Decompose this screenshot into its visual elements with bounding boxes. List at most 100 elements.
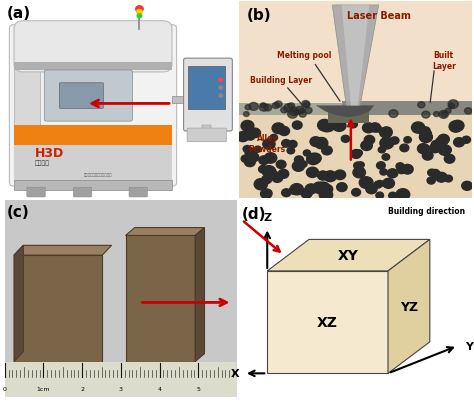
Polygon shape	[14, 246, 111, 255]
Circle shape	[376, 181, 383, 187]
Circle shape	[422, 112, 430, 119]
Circle shape	[243, 146, 251, 153]
Circle shape	[383, 179, 394, 189]
Circle shape	[448, 104, 455, 109]
Circle shape	[431, 141, 442, 150]
Text: (d): (d)	[242, 207, 266, 221]
Circle shape	[241, 156, 250, 163]
FancyBboxPatch shape	[44, 71, 132, 122]
Text: 广东汉邦激光科技有限公司: 广东汉邦激光科技有限公司	[83, 173, 112, 177]
Circle shape	[387, 169, 398, 178]
FancyBboxPatch shape	[5, 362, 237, 397]
Circle shape	[454, 138, 465, 148]
FancyBboxPatch shape	[129, 188, 147, 198]
FancyBboxPatch shape	[14, 181, 172, 190]
Circle shape	[400, 145, 409, 152]
Circle shape	[422, 152, 433, 161]
Text: Z: Z	[263, 212, 271, 222]
Circle shape	[429, 144, 440, 153]
Circle shape	[264, 153, 277, 164]
Polygon shape	[328, 112, 369, 124]
Circle shape	[290, 184, 303, 195]
Circle shape	[465, 109, 472, 115]
Circle shape	[354, 162, 362, 170]
Circle shape	[445, 109, 451, 114]
Text: (a): (a)	[7, 6, 31, 21]
FancyBboxPatch shape	[239, 112, 472, 198]
Polygon shape	[239, 104, 472, 116]
FancyBboxPatch shape	[14, 255, 102, 362]
Circle shape	[245, 158, 255, 167]
Circle shape	[136, 7, 143, 13]
Circle shape	[249, 103, 258, 111]
FancyBboxPatch shape	[14, 126, 172, 146]
Circle shape	[275, 102, 282, 108]
Circle shape	[292, 162, 305, 172]
Circle shape	[364, 136, 374, 145]
Circle shape	[245, 127, 254, 134]
Circle shape	[264, 190, 272, 196]
Circle shape	[431, 170, 439, 177]
Circle shape	[279, 127, 290, 136]
Polygon shape	[332, 6, 379, 106]
Circle shape	[438, 145, 451, 156]
Circle shape	[137, 10, 142, 15]
Circle shape	[272, 103, 279, 109]
Circle shape	[451, 121, 464, 132]
Circle shape	[245, 105, 251, 110]
Circle shape	[380, 138, 394, 150]
Circle shape	[397, 166, 406, 174]
Circle shape	[272, 124, 285, 134]
Circle shape	[282, 140, 291, 148]
Circle shape	[281, 108, 288, 113]
Circle shape	[341, 136, 350, 143]
Circle shape	[349, 121, 357, 129]
Text: 3: 3	[119, 386, 123, 391]
Circle shape	[270, 135, 277, 142]
Circle shape	[294, 156, 303, 164]
Circle shape	[254, 179, 267, 190]
Circle shape	[436, 173, 447, 183]
FancyBboxPatch shape	[14, 63, 172, 71]
Circle shape	[436, 138, 447, 148]
FancyBboxPatch shape	[172, 96, 186, 104]
Text: YZ: YZ	[400, 300, 418, 313]
Circle shape	[292, 122, 302, 130]
FancyBboxPatch shape	[14, 146, 172, 183]
FancyBboxPatch shape	[187, 129, 227, 142]
Circle shape	[380, 169, 387, 176]
Polygon shape	[342, 6, 369, 106]
Circle shape	[419, 132, 432, 143]
Circle shape	[261, 189, 272, 199]
Circle shape	[299, 112, 306, 118]
Circle shape	[442, 146, 451, 154]
Circle shape	[462, 182, 472, 191]
Circle shape	[370, 124, 381, 133]
Polygon shape	[267, 240, 430, 271]
Circle shape	[411, 123, 425, 134]
Circle shape	[444, 155, 455, 164]
Circle shape	[391, 138, 399, 145]
Circle shape	[287, 148, 295, 154]
Text: 1cm: 1cm	[37, 386, 50, 391]
FancyBboxPatch shape	[73, 188, 92, 198]
Circle shape	[289, 187, 298, 195]
FancyBboxPatch shape	[188, 67, 226, 110]
Text: Melting pool: Melting pool	[277, 51, 332, 59]
Circle shape	[351, 150, 361, 159]
Text: H3D: H3D	[35, 147, 64, 160]
Text: 汉邦科技: 汉邦科技	[35, 160, 50, 166]
Circle shape	[319, 138, 326, 144]
Circle shape	[288, 103, 295, 109]
Circle shape	[278, 170, 289, 179]
Circle shape	[374, 126, 382, 133]
FancyBboxPatch shape	[202, 126, 211, 134]
Circle shape	[376, 192, 383, 199]
Text: Y: Y	[465, 341, 473, 351]
Circle shape	[382, 128, 392, 136]
Circle shape	[313, 182, 326, 194]
Circle shape	[380, 128, 392, 138]
Text: 0: 0	[3, 386, 7, 391]
Circle shape	[396, 189, 410, 201]
Circle shape	[337, 183, 347, 192]
